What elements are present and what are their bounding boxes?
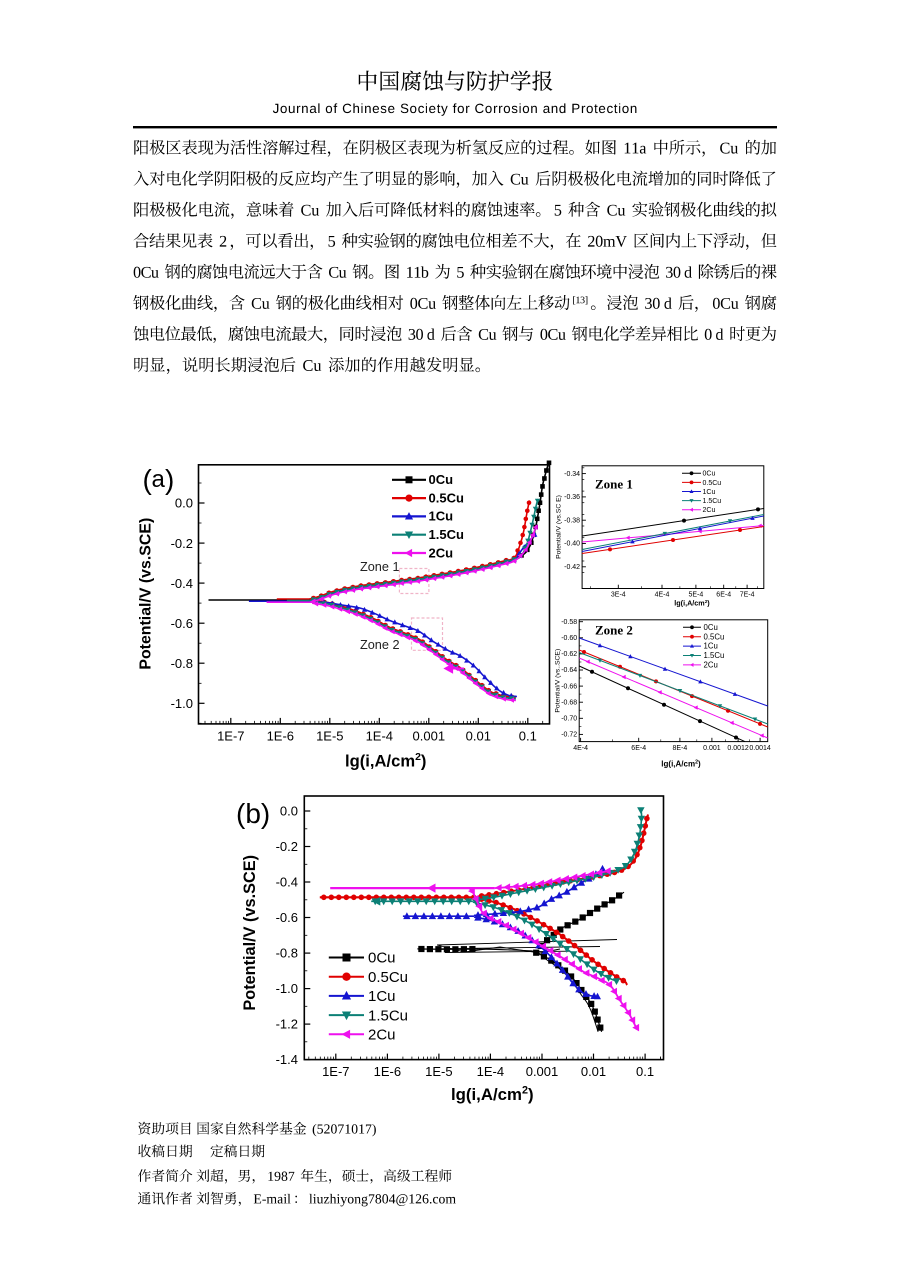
svg-text:8E-4: 8E-4: [673, 745, 688, 752]
svg-text:1E-5: 1E-5: [425, 1064, 452, 1079]
svg-text:(: (: [143, 464, 153, 495]
svg-text:0.001: 0.001: [413, 729, 446, 744]
svg-text:-0.68: -0.68: [561, 699, 577, 706]
svg-text:0.01: 0.01: [466, 729, 491, 744]
svg-text:1E-5: 1E-5: [316, 729, 343, 744]
svg-text:(b): (b): [236, 798, 270, 829]
svg-text:-1.0: -1.0: [171, 696, 193, 711]
svg-text:-0.60: -0.60: [561, 635, 577, 642]
svg-text:-0.38: -0.38: [564, 517, 580, 524]
svg-text:-0.34: -0.34: [564, 471, 580, 478]
svg-text:-1.4: -1.4: [276, 1052, 298, 1067]
svg-text:0Cu: 0Cu: [704, 623, 718, 632]
svg-text:0.0: 0.0: [175, 496, 193, 511]
svg-text:7E-4: 7E-4: [740, 592, 755, 599]
svg-text:1Cu: 1Cu: [703, 489, 716, 496]
svg-text:-0.70: -0.70: [561, 716, 577, 723]
svg-text:0.0014: 0.0014: [749, 745, 771, 752]
svg-text:0.5Cu: 0.5Cu: [704, 632, 725, 641]
svg-text:4E-4: 4E-4: [655, 592, 670, 599]
svg-text:2: 2: [695, 760, 698, 766]
svg-text:-0.8: -0.8: [276, 946, 298, 961]
svg-text:Potential/V (vs.SCE): Potential/V (vs.SCE): [241, 855, 259, 1011]
svg-text:): ): [165, 464, 174, 495]
svg-text:2Cu: 2Cu: [368, 1027, 396, 1044]
svg-text:-0.64: -0.64: [561, 667, 577, 674]
svg-text:): ): [698, 760, 701, 769]
svg-text:-0.42: -0.42: [564, 564, 580, 571]
svg-text:-0.6: -0.6: [276, 910, 298, 925]
svg-text:): ): [421, 752, 427, 771]
svg-text:6E-4: 6E-4: [716, 592, 731, 599]
svg-text:-0.2: -0.2: [276, 839, 298, 854]
svg-text:0.001: 0.001: [526, 1064, 559, 1079]
svg-text:5E-4: 5E-4: [689, 592, 704, 599]
svg-text:-0.62: -0.62: [561, 651, 577, 658]
svg-text:1E-6: 1E-6: [267, 729, 294, 744]
svg-text:1E-7: 1E-7: [322, 1064, 349, 1079]
svg-text:Potential/V (vs.SC E): Potential/V (vs.SC E): [556, 495, 563, 559]
svg-text:Potential/V (vs..SCE): Potential/V (vs..SCE): [555, 649, 562, 713]
svg-text:1Cu: 1Cu: [429, 509, 454, 524]
svg-text:Potential/V (vs.SCE): Potential/V (vs.SCE): [138, 518, 155, 670]
svg-text:Zone 1: Zone 1: [595, 477, 633, 492]
svg-text:1E-4: 1E-4: [366, 729, 393, 744]
svg-text:-0.2: -0.2: [171, 536, 193, 551]
svg-text:2Cu: 2Cu: [704, 661, 718, 670]
svg-text:1E-6: 1E-6: [374, 1064, 401, 1079]
svg-text:lg(i,A/cm: lg(i,A/cm: [674, 599, 704, 608]
svg-text:0.01: 0.01: [581, 1064, 606, 1079]
svg-text:a: a: [152, 466, 166, 493]
svg-text:0.5Cu: 0.5Cu: [703, 480, 722, 487]
svg-text:lg(i,A/cm: lg(i,A/cm: [661, 760, 695, 769]
svg-text:1E-4: 1E-4: [477, 1064, 504, 1079]
svg-text:-0.4: -0.4: [171, 576, 193, 591]
svg-text:0.1: 0.1: [636, 1064, 654, 1079]
svg-text:): ): [707, 599, 710, 608]
svg-text:0Cu: 0Cu: [368, 950, 396, 967]
svg-text:6E-4: 6E-4: [631, 745, 646, 752]
svg-text:2Cu: 2Cu: [429, 545, 454, 560]
svg-text:lg(i,A/cm: lg(i,A/cm: [345, 752, 415, 771]
svg-text:0.1: 0.1: [519, 729, 537, 744]
svg-text:4E-4: 4E-4: [573, 745, 588, 752]
svg-text:-1.2: -1.2: [276, 1017, 298, 1032]
svg-text:0Cu: 0Cu: [703, 471, 716, 478]
svg-text:-0.6: -0.6: [171, 616, 193, 631]
svg-text:Zone 1: Zone 1: [360, 560, 400, 574]
svg-text:2: 2: [415, 751, 421, 763]
svg-text:0.0: 0.0: [280, 804, 298, 819]
svg-text:1.5Cu: 1.5Cu: [429, 527, 464, 542]
svg-text:-0.58: -0.58: [561, 619, 577, 626]
svg-text:-0.4: -0.4: [276, 875, 298, 890]
svg-text:2: 2: [522, 1085, 528, 1097]
svg-text:0Cu: 0Cu: [429, 472, 454, 487]
svg-text:-0.8: -0.8: [171, 656, 193, 671]
svg-text:-0.36: -0.36: [564, 494, 580, 501]
svg-text:1.5Cu: 1.5Cu: [368, 1007, 408, 1024]
svg-text:-0.72: -0.72: [561, 732, 577, 739]
svg-text:1.5Cu: 1.5Cu: [703, 498, 722, 505]
svg-text:Zone 2: Zone 2: [360, 638, 400, 652]
svg-text:1E-7: 1E-7: [217, 729, 244, 744]
svg-text:-1.0: -1.0: [276, 981, 298, 996]
svg-text:0.5Cu: 0.5Cu: [368, 969, 408, 986]
svg-text:1.5Cu: 1.5Cu: [704, 651, 725, 660]
svg-text:Zone 2: Zone 2: [595, 623, 633, 638]
svg-text:2Cu: 2Cu: [703, 507, 716, 514]
svg-text:3E-4: 3E-4: [611, 592, 626, 599]
svg-text:0.001: 0.001: [703, 745, 721, 752]
svg-text:2: 2: [705, 599, 708, 605]
svg-text:-0.40: -0.40: [564, 541, 580, 548]
svg-text:-0.66: -0.66: [561, 683, 577, 690]
svg-text:0.0012: 0.0012: [727, 745, 749, 752]
svg-text:1Cu: 1Cu: [368, 988, 396, 1005]
svg-text:): ): [528, 1085, 534, 1104]
svg-text:lg(i,A/cm: lg(i,A/cm: [451, 1085, 522, 1104]
svg-text:0.5Cu: 0.5Cu: [429, 490, 464, 505]
svg-text:1Cu: 1Cu: [704, 642, 718, 651]
